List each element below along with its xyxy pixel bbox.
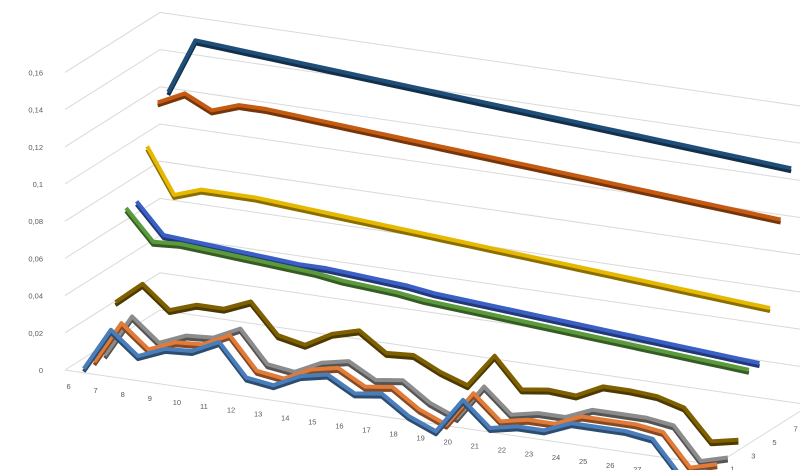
- depth-tick-label: 3: [751, 451, 755, 460]
- series-line-shadow: [145, 148, 771, 314]
- depth-tick-label: 5: [772, 438, 776, 447]
- y-tick-label: 0,16: [28, 68, 43, 77]
- x-tick-label: 22: [498, 445, 506, 454]
- series-line-stroke: [103, 314, 729, 463]
- x-tick-label: 10: [173, 398, 181, 407]
- series-line-stroke: [92, 321, 718, 470]
- x-tick-label: 13: [254, 410, 262, 419]
- series-line: [124, 206, 750, 375]
- series-line-stroke: [135, 200, 760, 366]
- x-tick-label: 8: [121, 390, 125, 399]
- x-tick-label: 12: [227, 406, 235, 415]
- y-tick-label: 0,1: [33, 180, 43, 189]
- series-line-shadow: [114, 284, 739, 447]
- series-line: [145, 145, 771, 314]
- x-tick-label: 16: [335, 422, 343, 431]
- x-axis: 6 7 8 9 10 11 12 13 14 15 16 17 18 19 20 21 22 23 24 25 26 27…: [66, 382, 668, 470]
- series-line: [135, 200, 760, 369]
- gridline: [64, 160, 800, 256]
- y-tick-label: 0,08: [28, 217, 43, 226]
- y-tick-label: 0,04: [28, 292, 43, 301]
- x-tick-label: 17: [362, 426, 370, 435]
- series-line-stroke: [114, 281, 739, 444]
- x-tick-label: 26: [606, 461, 614, 470]
- series-line: [114, 281, 739, 447]
- y-tick-label: 0,14: [28, 106, 43, 115]
- series-line-stroke: [157, 91, 782, 222]
- x-tick-label: 27: [633, 465, 641, 470]
- gridline: [64, 49, 800, 144]
- series-line: [157, 91, 782, 225]
- x-tick-label: 23: [525, 449, 533, 458]
- series-line-shadow: [157, 94, 782, 225]
- x-tick-label: 18: [389, 429, 397, 438]
- x-tick-label: 7: [94, 386, 98, 395]
- gridline: [64, 197, 800, 293]
- series-line-stroke: [145, 145, 771, 311]
- series-line-stroke: [124, 206, 750, 372]
- x-tick-label: 14: [281, 414, 289, 423]
- x-tick-label: 21: [471, 441, 479, 450]
- y-tick-label: 0,02: [28, 329, 43, 338]
- depth-tick-label: 7: [794, 425, 798, 434]
- x-tick-label: 25: [579, 457, 587, 466]
- x-tick-label: 11: [200, 402, 208, 411]
- gridlines: [64, 11, 800, 466]
- x-tick-label: 15: [308, 418, 316, 427]
- x-tick-label: 20: [444, 437, 452, 446]
- series-line-shadow: [166, 41, 792, 174]
- gridline: [64, 86, 800, 181]
- series-line-stroke: [82, 327, 707, 470]
- gridline: [64, 123, 800, 219]
- depth-axis: 13579: [730, 425, 798, 470]
- series-line-shadow: [135, 203, 760, 369]
- x-tick-label: 24: [552, 453, 560, 462]
- depth-tick-label: 1: [730, 465, 734, 470]
- gridline: [64, 235, 800, 330]
- x-tick-label: 19: [416, 433, 424, 442]
- x-tick-label: 9: [148, 394, 152, 403]
- series-line-shadow: [124, 209, 750, 375]
- series-line: [82, 327, 707, 470]
- y-tick-label: 0,06: [28, 254, 43, 263]
- y-axis: 0 0,02 0,04 0,06 0,08 0,1 0,12 0,14 0,16: [28, 68, 43, 375]
- series-layer: [82, 38, 792, 470]
- x-tick-label: 6: [66, 382, 70, 391]
- y-tick-label: 0,12: [28, 143, 43, 152]
- y-tick-label: 0: [39, 366, 43, 375]
- series-line-stroke: [166, 38, 792, 171]
- series-line-shadow: [82, 330, 677, 470]
- series-line: [166, 38, 792, 174]
- gridline: [64, 11, 800, 107]
